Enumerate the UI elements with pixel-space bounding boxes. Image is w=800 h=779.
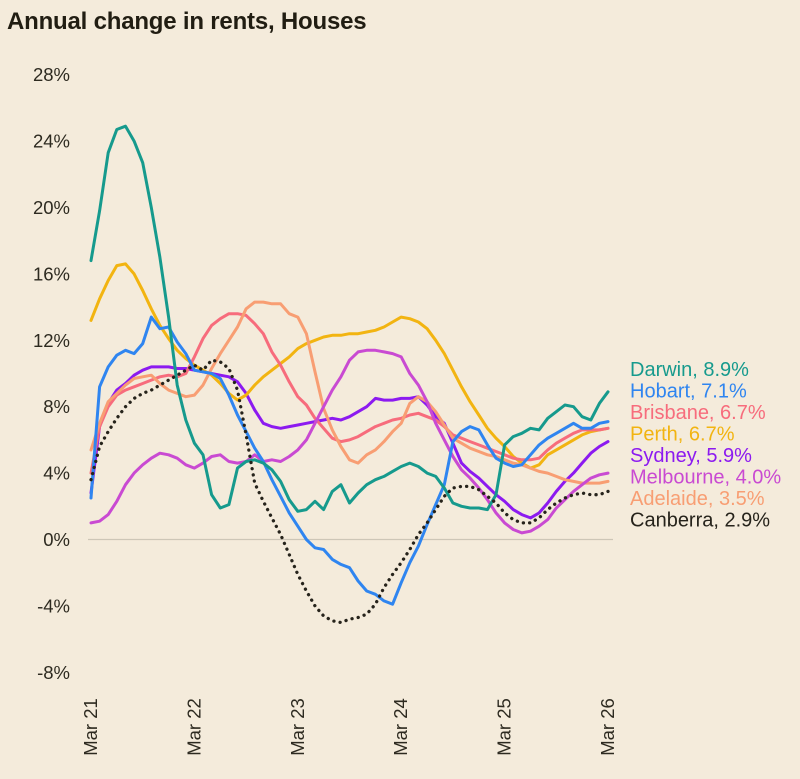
legend-label-adelaide: Adelaide, 3.5% [630,488,765,510]
legend-label-hobart: Hobart, 7.1% [630,381,747,403]
legend-label-perth: Perth, 6.7% [630,424,735,446]
y-tick-label: 4% [43,463,70,484]
series-line-melbourne [89,348,610,535]
x-axis-labels: Mar 21 Mar 22 Mar 23 Mar 24 Mar 25 Mar 26 [80,698,618,756]
series-line-darwin [89,124,610,513]
legend-label-melbourne: Melbourne, 4.0% [630,467,781,489]
legend-label-sydney: Sydney, 5.9% [630,445,752,467]
y-tick-label: 12% [33,330,70,351]
y-tick-label: 28% [33,64,70,85]
x-tick-label: Mar 25 [494,698,515,756]
y-tick-label: 8% [43,396,70,417]
y-tick-label: 0% [43,529,70,550]
series-line-sydney [89,365,610,520]
y-tick-label: 16% [33,263,70,284]
x-tick-label: Mar 24 [390,698,411,756]
chart-title: Annual change in rents, Houses [7,8,367,35]
legend-label-brisbane: Brisbane, 6.7% [630,402,766,424]
y-axis-labels: 28% 24% 20% 16% 12% 8% 4% 0% -4% -8% [33,64,70,683]
series-lines [89,124,610,625]
y-tick-label: -8% [37,662,70,683]
series-line-hobart [89,315,610,606]
series-line-canberra [89,358,610,625]
y-tick-label: 20% [33,197,70,218]
x-tick-label: Mar 26 [597,698,618,756]
legend-label-canberra: Canberra, 2.9% [630,510,770,532]
chart-legend: Darwin, 8.9%Hobart, 7.1%Brisbane, 6.7%Pe… [630,359,781,532]
x-tick-label: Mar 21 [80,698,101,756]
x-tick-label: Mar 23 [287,698,308,756]
x-tick-label: Mar 22 [183,698,204,756]
legend-label-darwin: Darwin, 8.9% [630,359,749,381]
y-tick-label: 24% [33,131,70,152]
y-tick-label: -4% [37,595,70,616]
